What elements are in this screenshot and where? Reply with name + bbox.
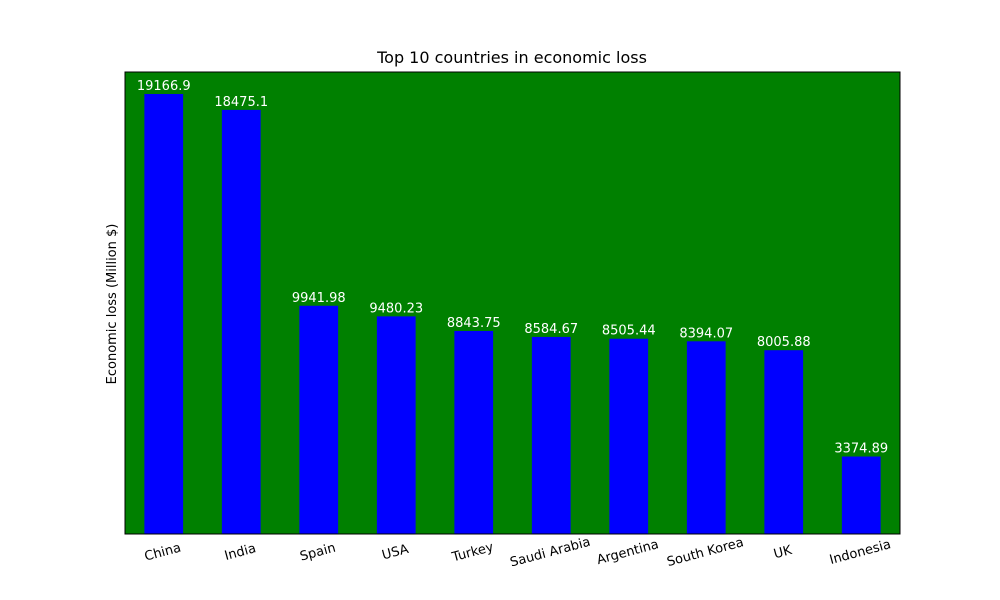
bar-saudi-arabia bbox=[531, 336, 571, 534]
bar-india bbox=[221, 109, 261, 534]
data-label: 8005.88 bbox=[757, 335, 811, 350]
y-axis-label: Economic loss (Million $) bbox=[105, 224, 120, 385]
data-label: 9480.23 bbox=[369, 301, 423, 316]
data-label: 18475.1 bbox=[214, 95, 268, 110]
x-tick-label: China bbox=[143, 541, 183, 565]
bar-spain bbox=[299, 305, 339, 534]
x-tick-label: UK bbox=[772, 543, 794, 562]
data-label: 8505.44 bbox=[602, 324, 656, 339]
bar-turkey bbox=[454, 330, 494, 534]
chart-title: Top 10 countries in economic loss bbox=[376, 48, 647, 67]
bar-china bbox=[144, 93, 184, 535]
x-tick-label: USA bbox=[380, 542, 410, 563]
x-tick-label: Saudi Arabia bbox=[509, 535, 593, 571]
plot-frame bbox=[124, 71, 901, 535]
x-tick-label: Turkey bbox=[450, 540, 496, 566]
bars-group bbox=[144, 93, 881, 535]
data-label: 3374.89 bbox=[834, 442, 888, 457]
bar-uk bbox=[764, 350, 804, 534]
bar-south-korea bbox=[686, 341, 726, 534]
data-label: 9941.98 bbox=[292, 291, 346, 306]
data-label: 8843.75 bbox=[447, 316, 501, 331]
bar-indonesia bbox=[841, 456, 881, 534]
data-labels-group: 19166.9 18475.1 9941.98 9480.23 8843.75 8584.… bbox=[137, 79, 888, 457]
x-tick-label: India bbox=[223, 541, 258, 564]
x-tick-label: Spain bbox=[298, 541, 337, 565]
bar-argentina bbox=[609, 338, 649, 534]
x-tick-label: South Korea bbox=[665, 535, 745, 570]
data-label: 19166.9 bbox=[137, 79, 191, 94]
bar-usa bbox=[376, 316, 416, 534]
data-label: 8394.07 bbox=[679, 326, 733, 341]
x-tick-labels-group: China India Spain USA Turkey Saudi Arabia Arge… bbox=[143, 535, 893, 571]
data-label: 8584.67 bbox=[524, 322, 578, 337]
x-tick-label: Argentina bbox=[595, 537, 660, 568]
x-tick-label: Indonesia bbox=[828, 537, 893, 568]
